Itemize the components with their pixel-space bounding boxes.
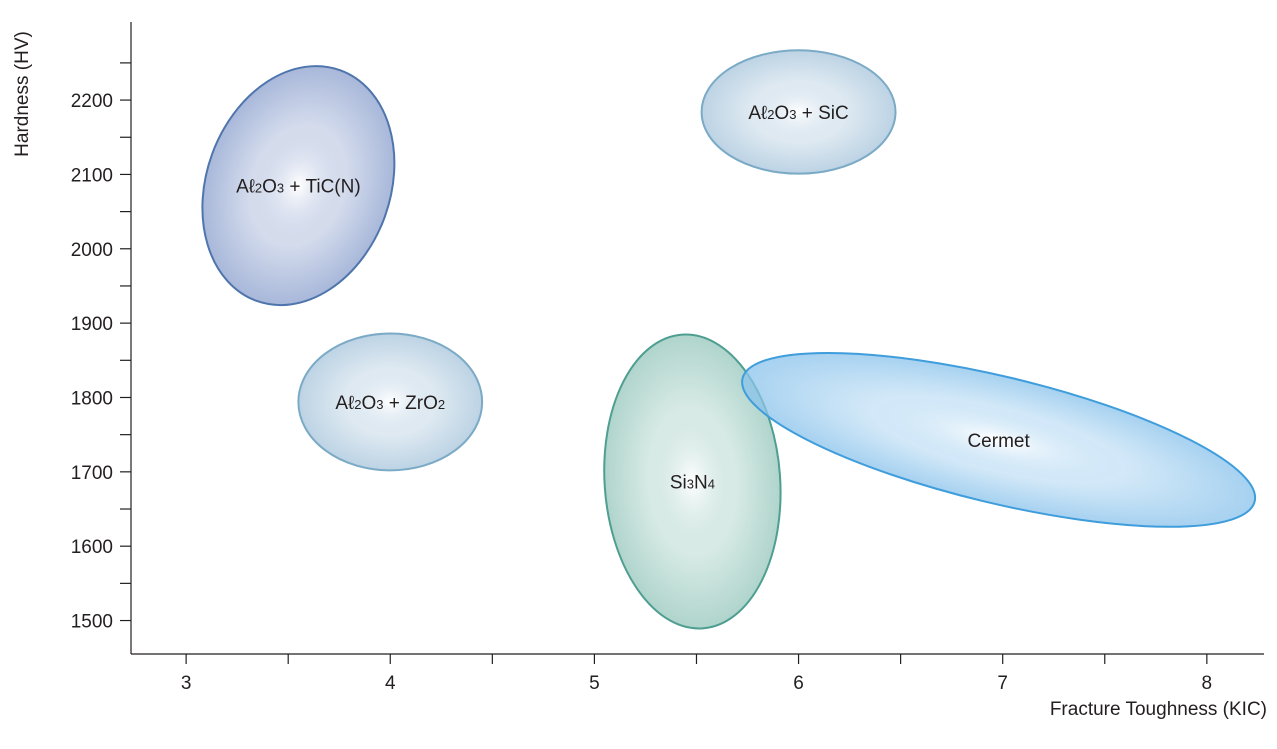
y-tick-label: 2000: [71, 240, 113, 261]
region-ellipse: [700, 49, 897, 175]
region-label: Cermet: [967, 431, 1030, 452]
y-tick-label: 1500: [71, 612, 113, 633]
region-ellipse: [741, 351, 1257, 528]
axes-layer: [130, 22, 1264, 655]
ticks-layer: 3 4 5 6 7 8 1500 1600 1700 1800 1900 2000 2100 2200: [71, 62, 1213, 694]
region-label: Si3N4: [670, 473, 715, 494]
x-tick-label: 3: [181, 673, 192, 694]
y-tick-label: 2100: [71, 165, 113, 186]
x-tick-label: 8: [1202, 673, 1213, 694]
region-label: Aℓ2O3 + ZrO2: [335, 393, 445, 414]
x-axis-title: Fracture Toughness (KIC): [1050, 699, 1267, 720]
y-tick-label: 1900: [71, 314, 113, 335]
y-tick-label: 1700: [71, 463, 113, 484]
y-tick-label: 2200: [71, 91, 113, 112]
y-tick-label: 1600: [71, 537, 113, 558]
region-ellipse: [297, 332, 484, 472]
regions-layer: Aℓ2O3 + TiC(N) Aℓ2O3 + ZrO2 Aℓ2O3 + SiC Si3…: [201, 49, 1257, 630]
x-tick-label: 5: [589, 673, 600, 694]
x-tick-label: 7: [997, 673, 1008, 694]
y-axis-title: Hardness (HV): [12, 31, 33, 157]
x-tick-label: 4: [385, 673, 396, 694]
region-label: Aℓ2O3 + SiC: [748, 103, 848, 124]
y-tick-label: 1800: [71, 388, 113, 409]
region-ellipse: [603, 333, 782, 630]
x-tick-label: 6: [793, 673, 804, 694]
region-label: Aℓ2O3 + TiC(N): [236, 177, 361, 198]
region-ellipse: [201, 65, 396, 307]
